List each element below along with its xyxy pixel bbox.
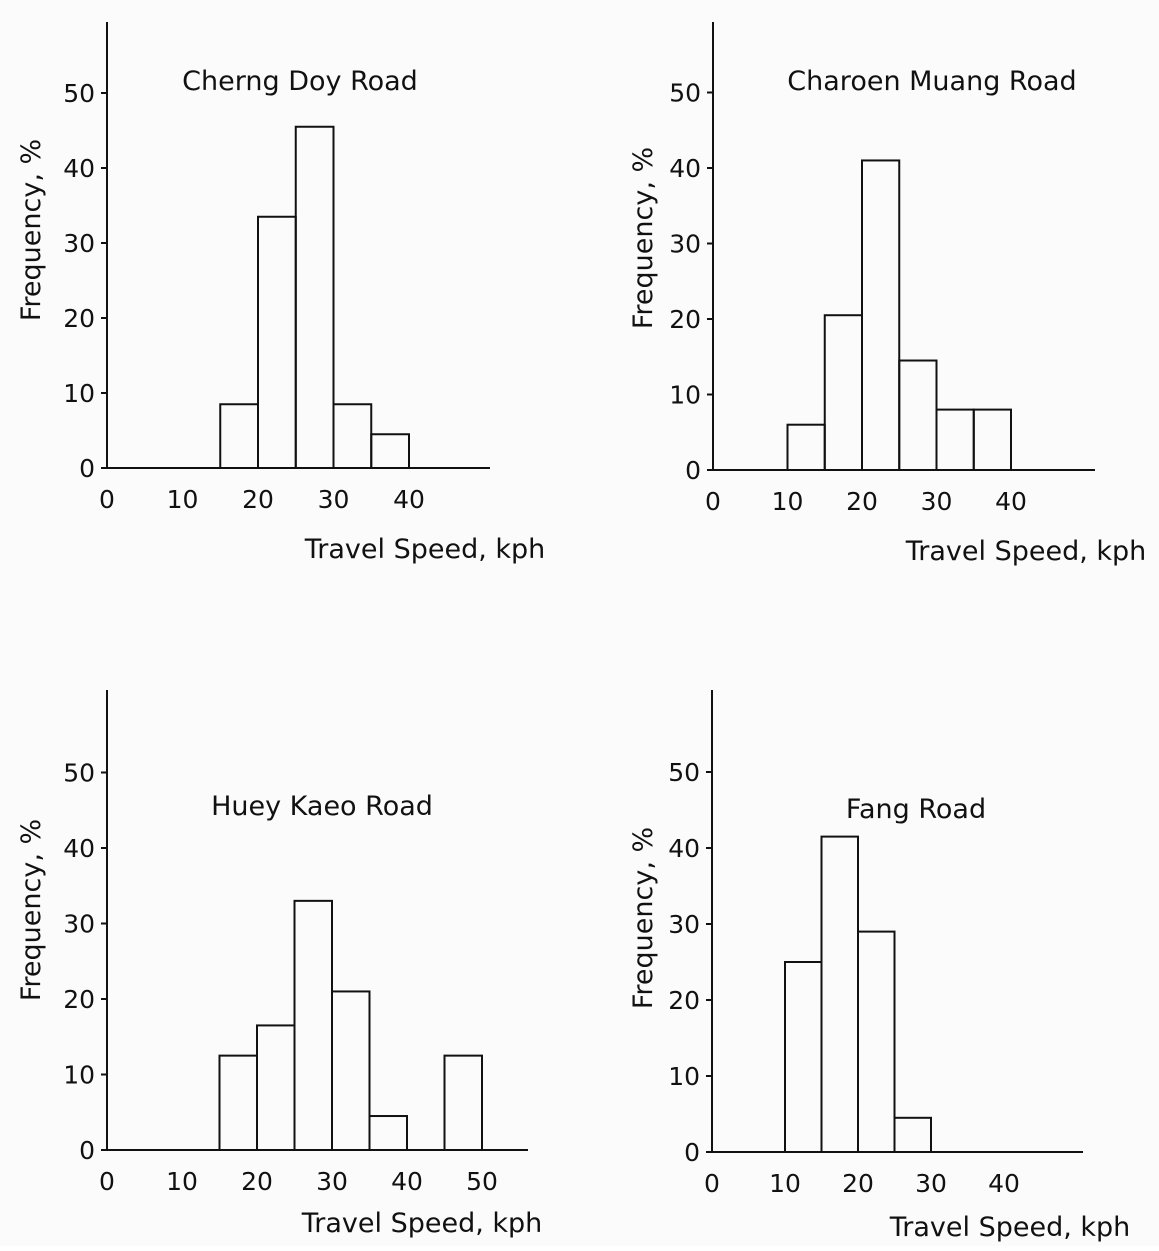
histogram-bar bbox=[820, 835, 859, 1153]
x-tick-label: 30 bbox=[316, 1167, 348, 1196]
chart-title: Huey Kaeo Road bbox=[211, 791, 433, 822]
x-tick-label: 20 bbox=[241, 1167, 273, 1196]
y-tick-label: 20 bbox=[669, 305, 701, 334]
y-tick-label: 0 bbox=[79, 1136, 95, 1165]
y-tick-label: 10 bbox=[668, 1062, 700, 1091]
histogram-bar bbox=[857, 930, 896, 1153]
y-tick-label: 50 bbox=[669, 79, 701, 108]
panel-huey-kaeo-road: Huey Kaeo Road Travel Speed, kph Frequen… bbox=[16, 690, 542, 1239]
y-tick-label: 30 bbox=[63, 910, 95, 939]
y-tick-label: 40 bbox=[669, 154, 701, 183]
x-tick-label: 30 bbox=[921, 487, 953, 516]
x-tick-label: 40 bbox=[391, 1167, 423, 1196]
y-tick-label: 50 bbox=[63, 79, 95, 108]
y-tick-label: 20 bbox=[668, 986, 700, 1015]
chart-title: Charoen Muang Road bbox=[787, 66, 1076, 97]
panel-charoen-muang-road: Charoen Muang Road Travel Speed, kph Fre… bbox=[628, 22, 1146, 567]
x-tick-label: 40 bbox=[995, 487, 1027, 516]
histogram-bar bbox=[293, 899, 333, 1151]
histogram-bar bbox=[861, 159, 901, 471]
y-tick-label: 40 bbox=[63, 154, 95, 183]
x-tick-label: 0 bbox=[704, 1169, 720, 1198]
x-axis-label: Travel Speed, kph bbox=[889, 1212, 1131, 1243]
histogram-bar bbox=[219, 403, 259, 469]
histogram-bar bbox=[257, 215, 297, 469]
y-tick-label: 40 bbox=[63, 834, 95, 863]
y-tick-label: 10 bbox=[669, 381, 701, 410]
panel-fang-road: Fang Road Travel Speed, kph Frequency, %… bbox=[628, 690, 1130, 1243]
x-tick-label: 20 bbox=[242, 485, 274, 514]
x-tick-label: 40 bbox=[988, 1169, 1020, 1198]
x-tick-label: 20 bbox=[846, 487, 878, 516]
x-tick-label: 10 bbox=[166, 1167, 198, 1196]
x-tick-label: 50 bbox=[466, 1167, 498, 1196]
x-tick-label: 10 bbox=[772, 487, 804, 516]
y-axis-label: Frequency, % bbox=[16, 819, 47, 1001]
y-tick-label: 30 bbox=[63, 229, 95, 258]
y-tick-label: 50 bbox=[63, 759, 95, 788]
histogram-bar bbox=[256, 1024, 296, 1152]
histogram-bar bbox=[935, 408, 975, 472]
histogram-bar bbox=[784, 961, 823, 1153]
x-axis-label: Travel Speed, kph bbox=[301, 1208, 543, 1239]
x-tick-label: 40 bbox=[393, 485, 425, 514]
panel-cherng-doy-road: Cherng Doy Road Travel Speed, kph Freque… bbox=[16, 22, 545, 565]
y-tick-label: 40 bbox=[668, 834, 700, 863]
y-tick-label: 20 bbox=[63, 304, 95, 333]
y-tick-label: 30 bbox=[669, 230, 701, 259]
x-tick-label: 10 bbox=[769, 1169, 801, 1198]
histogram-bar bbox=[898, 359, 938, 471]
histogram-bar bbox=[823, 314, 863, 471]
y-tick-label: 0 bbox=[79, 454, 95, 483]
histogram-bar bbox=[218, 1054, 258, 1151]
histogram-bar bbox=[893, 1116, 932, 1154]
y-axis-label: Frequency, % bbox=[628, 147, 659, 329]
x-tick-label: 30 bbox=[318, 485, 350, 514]
y-axis-label: Frequency, % bbox=[16, 139, 47, 321]
histogram-bar bbox=[331, 990, 371, 1152]
y-tick-label: 10 bbox=[63, 379, 95, 408]
histogram-bar bbox=[332, 403, 373, 469]
x-tick-label: 0 bbox=[99, 485, 115, 514]
x-tick-label: 0 bbox=[705, 487, 721, 516]
histogram-bar bbox=[294, 125, 335, 469]
histogram-bar bbox=[786, 423, 826, 472]
x-tick-label: 20 bbox=[842, 1169, 874, 1198]
y-tick-label: 20 bbox=[63, 985, 95, 1014]
y-tick-label: 30 bbox=[668, 910, 700, 939]
y-tick-label: 0 bbox=[685, 456, 701, 485]
y-tick-label: 0 bbox=[684, 1138, 700, 1167]
x-axis-label: Travel Speed, kph bbox=[304, 534, 546, 565]
y-tick-label: 10 bbox=[63, 1061, 95, 1090]
chart-title: Cherng Doy Road bbox=[182, 66, 418, 97]
chart-title: Fang Road bbox=[846, 794, 986, 825]
y-axis-label: Frequency, % bbox=[628, 827, 659, 1009]
x-tick-label: 10 bbox=[167, 485, 199, 514]
x-tick-label: 0 bbox=[99, 1167, 115, 1196]
x-axis-label: Travel Speed, kph bbox=[905, 536, 1147, 567]
histogram-bar bbox=[972, 408, 1012, 472]
histogram-bar bbox=[368, 1115, 408, 1152]
x-tick-label: 30 bbox=[915, 1169, 947, 1198]
histogram-bar bbox=[370, 433, 410, 469]
y-tick-label: 50 bbox=[668, 758, 700, 787]
histogram-bar bbox=[443, 1054, 483, 1151]
